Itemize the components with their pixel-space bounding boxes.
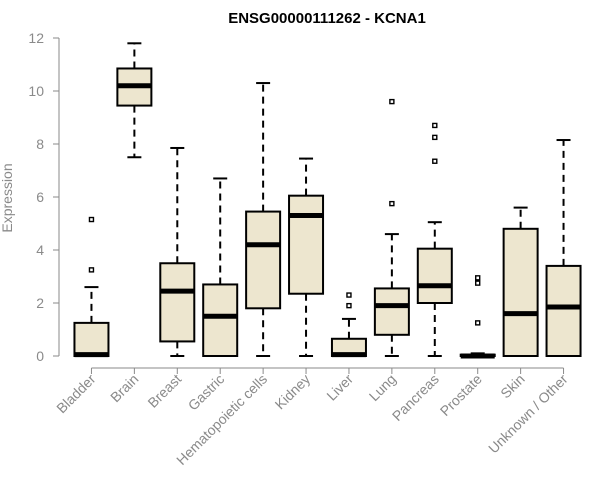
box-iqr — [502, 227, 539, 357]
y-tick-label: 0 — [36, 348, 44, 364]
box-iqr — [288, 194, 325, 295]
box-gastric — [202, 177, 239, 358]
box-skin — [502, 206, 539, 357]
y-tick-label: 6 — [36, 189, 44, 205]
x-tick-label: Brain — [107, 371, 141, 405]
outlier-point — [88, 216, 95, 223]
box-pancreas — [416, 122, 453, 357]
box-unknown-other — [545, 139, 582, 357]
x-tick-label: Lung — [366, 371, 399, 404]
y-tick-label: 12 — [28, 30, 44, 46]
box-iqr — [416, 247, 453, 305]
y-axis-label: Expression — [0, 163, 15, 232]
box-hematopoietic-cells — [245, 82, 282, 357]
outlier-point — [346, 302, 352, 309]
box-iqr — [73, 321, 110, 357]
y-tick-label: 2 — [36, 295, 44, 311]
box-iqr — [373, 287, 410, 336]
box-kidney — [288, 157, 325, 357]
box-breast — [159, 146, 196, 357]
box-iqr — [245, 210, 282, 310]
y-axis: 0 2 4 6 8 10 12 — [28, 30, 60, 364]
outlier-point — [475, 275, 481, 281]
x-tick-label: Breast — [144, 371, 184, 411]
box-iqr — [159, 262, 196, 343]
outlier-point — [475, 320, 481, 326]
box-prostate — [459, 275, 496, 359]
box-iqr — [202, 283, 239, 358]
x-tick-label: Gastric — [185, 371, 228, 414]
y-tick-label: 4 — [36, 242, 44, 258]
box-bladder — [73, 216, 110, 358]
outlier-point — [475, 280, 481, 286]
box-series — [73, 42, 582, 359]
box-iqr — [545, 264, 582, 357]
x-tick-label: Kidney — [272, 371, 314, 413]
chart-title: ENSG00000111262 - KCNA1 — [228, 10, 426, 27]
y-tick-label: 10 — [28, 83, 44, 99]
x-tick-label: Pancreas — [389, 371, 442, 424]
outlier-point — [432, 122, 438, 129]
x-tick-label: Skin — [497, 371, 528, 402]
outlier-point — [88, 267, 95, 273]
outlier-point — [389, 98, 395, 105]
outlier-point — [346, 292, 352, 298]
box-brain — [116, 42, 153, 159]
outlier-point — [389, 200, 395, 207]
x-tick-label: Bladder — [53, 371, 99, 417]
outlier-point — [432, 158, 438, 164]
box-liver — [330, 292, 367, 358]
x-tick-label: Liver — [323, 371, 356, 404]
box-lung — [373, 98, 410, 357]
outlier-point — [432, 134, 438, 141]
x-tick-label: Prostate — [437, 371, 485, 419]
x-tick-label: Unknown / Other — [485, 371, 571, 457]
y-tick-label: 8 — [36, 136, 44, 152]
